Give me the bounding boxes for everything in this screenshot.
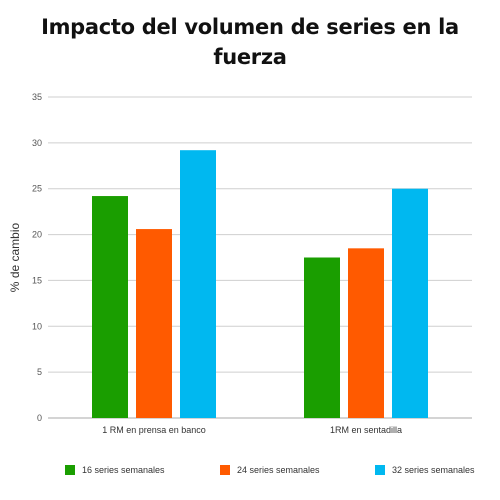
bar xyxy=(180,150,216,419)
y-tick-label: 10 xyxy=(32,321,42,331)
chart-title: Impacto del volumen de series en la fuer… xyxy=(41,15,459,69)
bar xyxy=(136,229,172,418)
legend-swatch xyxy=(65,465,75,475)
legend-label: 32 series semanales xyxy=(392,465,475,475)
legend-swatch xyxy=(220,465,230,475)
bar xyxy=(392,188,428,418)
legend: 16 series semanales 24 series semanales 32… xyxy=(65,465,475,475)
axis-labels: 0 5 10 15 20 25 30 35 % de cambio 1 RM en prensa … xyxy=(8,92,402,435)
bar xyxy=(348,248,384,418)
y-tick-label: 30 xyxy=(32,138,42,148)
y-axis-title: % de cambio xyxy=(8,222,22,292)
bar xyxy=(92,196,128,418)
legend-label: 24 series semanales xyxy=(237,465,320,475)
legend-label: 16 series semanales xyxy=(82,465,165,475)
y-tick-label: 35 xyxy=(32,92,42,102)
y-tick-label: 25 xyxy=(32,184,42,194)
x-category-label: 1 RM en prensa en banco xyxy=(102,425,206,435)
bar xyxy=(304,257,340,418)
y-tick-label: 20 xyxy=(32,230,42,240)
y-tick-label: 0 xyxy=(37,413,42,423)
x-category-label: 1RM en sentadilla xyxy=(330,425,402,435)
y-tick-label: 5 xyxy=(37,367,42,377)
legend-swatch xyxy=(375,465,385,475)
bars xyxy=(92,150,428,419)
y-tick-label: 15 xyxy=(32,275,42,285)
